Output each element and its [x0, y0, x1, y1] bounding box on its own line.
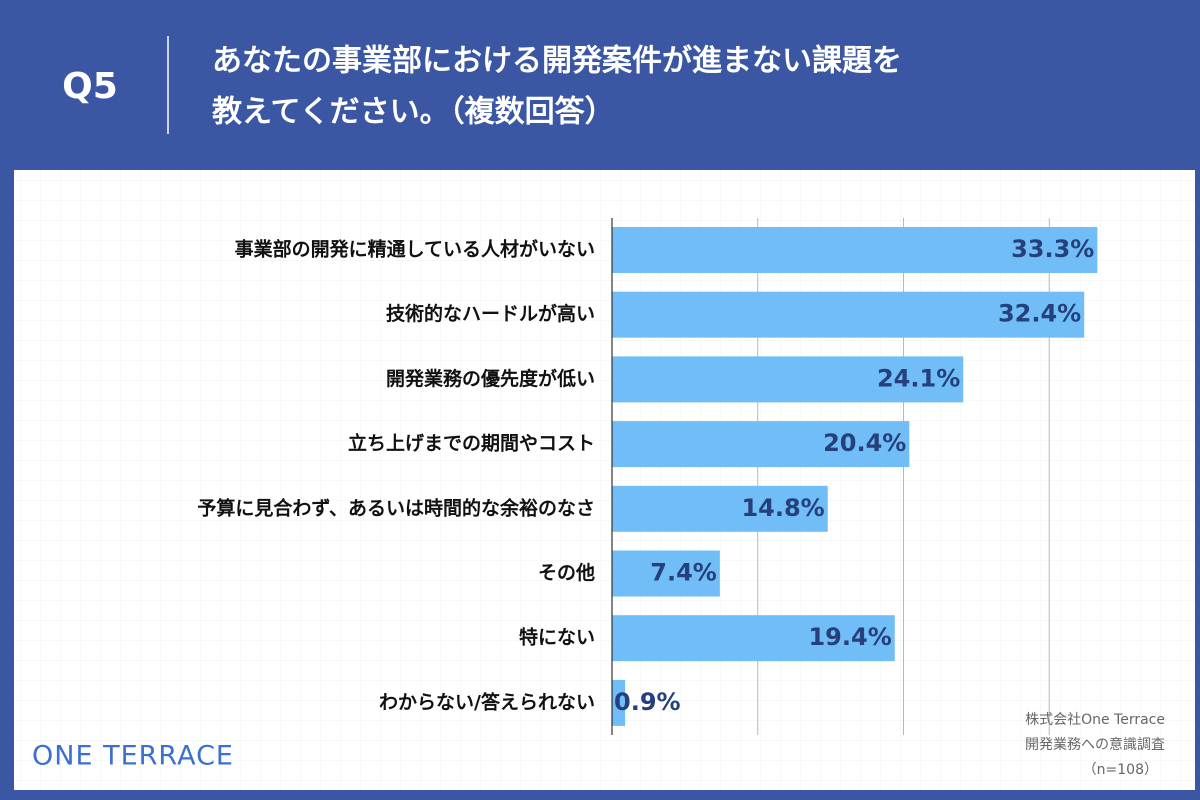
value-label: 0.9%: [614, 688, 681, 716]
bar: [612, 227, 1098, 273]
source-note: 開発業務への意識調査: [1025, 736, 1165, 753]
category-label: わからない/答えられない: [379, 690, 595, 713]
category-label: 予算に見合わず、あるいは時間的な余裕のなさ: [197, 496, 595, 519]
source-note: （n=108）: [1083, 762, 1158, 778]
title-line: 教えてください。（複数回答）: [212, 95, 615, 130]
category-label: 技術的なハードルが高い: [386, 302, 595, 325]
logo: ONE TERRACE: [32, 741, 234, 772]
value-label: 32.4%: [998, 300, 1081, 328]
value-label: 33.3%: [1011, 235, 1094, 263]
panel-pattern: [14, 170, 1195, 790]
category-label: 開発業務の優先度が低い: [386, 367, 595, 390]
title-line: あなたの事業部における開発案件が進まない課題を: [212, 44, 902, 79]
bar: [612, 291, 1085, 338]
category-label: 立ち上げまでの期間やコスト: [348, 432, 595, 455]
plot: 事業部の開発に精通している人材がいない 33.3% 技術的なハードルが高い 32.4%…: [197, 218, 1098, 735]
bar: [612, 421, 910, 468]
value-label: 14.8%: [741, 494, 824, 522]
category-label: 事業部の開発に精通している人材がいない: [235, 238, 595, 261]
value-label: 7.4%: [650, 559, 717, 587]
bar: [612, 485, 828, 532]
value-label: 20.4%: [823, 429, 906, 457]
value-label: 19.4%: [808, 623, 891, 651]
bar: [612, 356, 964, 403]
category-label: 特にない: [519, 627, 595, 649]
bar: [612, 679, 626, 726]
category-label: その他: [538, 561, 595, 584]
bar: [612, 550, 720, 597]
source-note: 株式会社One Terrace: [1025, 712, 1165, 728]
bar: [612, 615, 895, 662]
value-label: 24.1%: [877, 364, 960, 392]
question-number: Q5: [62, 66, 118, 107]
